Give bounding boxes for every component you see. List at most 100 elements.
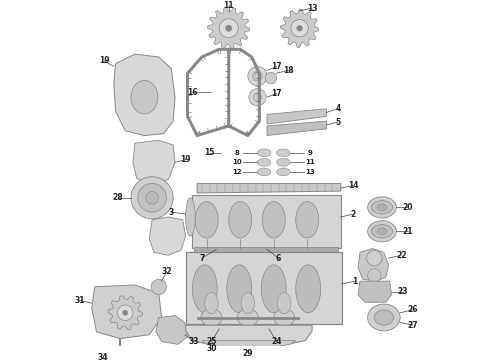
- Polygon shape: [156, 316, 188, 345]
- Polygon shape: [223, 335, 274, 358]
- Ellipse shape: [368, 221, 396, 242]
- Text: 19: 19: [99, 56, 109, 65]
- Ellipse shape: [371, 201, 392, 214]
- Ellipse shape: [368, 304, 400, 331]
- Text: 21: 21: [403, 227, 413, 236]
- Ellipse shape: [257, 149, 271, 157]
- Circle shape: [151, 279, 167, 294]
- Bar: [194, 247, 338, 252]
- Text: 25: 25: [206, 337, 217, 346]
- Circle shape: [368, 269, 381, 282]
- Text: 1: 1: [352, 276, 358, 285]
- Ellipse shape: [257, 168, 271, 176]
- Text: 17: 17: [271, 89, 282, 98]
- Text: 19: 19: [180, 155, 191, 164]
- Polygon shape: [92, 285, 162, 339]
- Polygon shape: [280, 9, 319, 48]
- Text: 23: 23: [398, 287, 408, 296]
- Text: 13: 13: [307, 4, 318, 13]
- Polygon shape: [186, 325, 312, 346]
- Circle shape: [115, 352, 126, 360]
- Circle shape: [138, 184, 167, 212]
- Ellipse shape: [296, 265, 320, 313]
- Circle shape: [248, 67, 267, 86]
- Polygon shape: [114, 54, 175, 135]
- Polygon shape: [267, 109, 326, 124]
- Bar: [186, 252, 342, 324]
- Text: 33: 33: [189, 337, 199, 346]
- Ellipse shape: [371, 225, 392, 238]
- Text: 20: 20: [403, 203, 413, 212]
- Ellipse shape: [274, 309, 295, 326]
- Polygon shape: [133, 140, 175, 183]
- Circle shape: [367, 251, 382, 266]
- Ellipse shape: [131, 80, 158, 114]
- Text: 11: 11: [305, 159, 315, 165]
- Ellipse shape: [296, 202, 319, 238]
- Ellipse shape: [201, 309, 222, 326]
- Ellipse shape: [262, 202, 285, 238]
- Ellipse shape: [192, 265, 217, 313]
- Text: 3: 3: [169, 208, 174, 217]
- Text: 16: 16: [187, 88, 197, 97]
- Ellipse shape: [377, 204, 387, 211]
- Polygon shape: [358, 281, 392, 302]
- Text: 18: 18: [283, 66, 294, 75]
- Text: 12: 12: [233, 169, 242, 175]
- Bar: [192, 195, 341, 248]
- Text: 17: 17: [271, 62, 282, 71]
- Text: 27: 27: [407, 321, 418, 330]
- Text: 6: 6: [276, 254, 281, 263]
- Circle shape: [249, 89, 266, 106]
- Ellipse shape: [261, 265, 286, 313]
- Ellipse shape: [368, 197, 396, 218]
- Text: 14: 14: [348, 181, 359, 190]
- Ellipse shape: [227, 265, 252, 313]
- Ellipse shape: [374, 310, 393, 325]
- Text: 4: 4: [335, 104, 341, 113]
- Text: 24: 24: [271, 337, 282, 346]
- Text: 2: 2: [351, 210, 356, 219]
- Ellipse shape: [195, 202, 218, 238]
- Text: 8: 8: [235, 150, 240, 156]
- Circle shape: [253, 71, 262, 81]
- Text: 29: 29: [243, 350, 253, 359]
- Polygon shape: [208, 7, 250, 49]
- Text: 31: 31: [74, 296, 85, 305]
- Ellipse shape: [229, 202, 252, 238]
- Polygon shape: [108, 296, 143, 330]
- Ellipse shape: [241, 293, 255, 314]
- Text: 15: 15: [204, 148, 215, 157]
- Ellipse shape: [277, 158, 290, 166]
- Circle shape: [118, 305, 133, 320]
- Circle shape: [265, 72, 277, 84]
- Ellipse shape: [277, 149, 290, 157]
- Polygon shape: [197, 183, 341, 193]
- Text: 5: 5: [335, 118, 341, 127]
- Ellipse shape: [205, 293, 218, 314]
- Ellipse shape: [257, 158, 271, 166]
- Polygon shape: [267, 121, 326, 135]
- Text: 22: 22: [396, 251, 406, 260]
- Text: 30: 30: [206, 344, 217, 353]
- Text: 11: 11: [223, 1, 234, 10]
- Circle shape: [131, 177, 173, 219]
- Circle shape: [219, 19, 238, 38]
- Ellipse shape: [186, 198, 195, 236]
- Polygon shape: [149, 217, 186, 255]
- Text: 26: 26: [407, 305, 418, 314]
- Circle shape: [291, 19, 308, 37]
- Circle shape: [146, 192, 158, 204]
- Text: 9: 9: [308, 150, 313, 156]
- Circle shape: [253, 93, 262, 102]
- Text: 28: 28: [112, 193, 123, 202]
- Text: 13: 13: [305, 169, 315, 175]
- Polygon shape: [202, 341, 296, 346]
- Text: 32: 32: [161, 267, 172, 276]
- Circle shape: [241, 325, 255, 339]
- Ellipse shape: [277, 293, 291, 314]
- Circle shape: [122, 310, 128, 315]
- Text: 10: 10: [232, 159, 242, 165]
- Circle shape: [297, 25, 302, 31]
- Ellipse shape: [237, 309, 258, 326]
